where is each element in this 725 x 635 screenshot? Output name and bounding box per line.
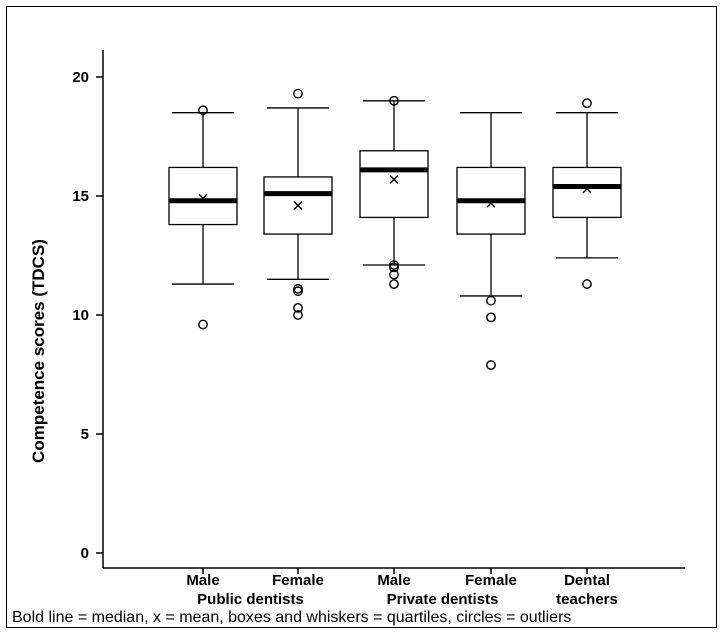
figure-frame xyxy=(6,6,717,628)
outlier-point xyxy=(486,295,496,306)
axes: 0 5 10 15 20 xyxy=(72,50,685,574)
box-group xyxy=(456,112,526,370)
y-tick-label: 20 xyxy=(72,69,89,86)
outlier-point xyxy=(486,360,496,370)
outlier-point xyxy=(293,310,303,320)
category-label: Female xyxy=(465,572,517,589)
mean-marker-stroke xyxy=(198,193,208,203)
mean-marker xyxy=(582,184,592,194)
outlier-point xyxy=(389,279,399,289)
labels: Male Female Male Female Dental teachers Public… xyxy=(186,572,618,608)
y-axis-label: Competence scores (TDCS) xyxy=(29,239,48,463)
group-label: Private dentists xyxy=(387,591,499,608)
box-group xyxy=(168,105,238,330)
mean-marker-stroke xyxy=(486,198,496,208)
outlier-point xyxy=(389,262,399,273)
y-tick-label: 0 xyxy=(81,545,89,562)
iqr-box xyxy=(168,166,238,226)
category-label: Female xyxy=(272,572,324,589)
category-label: Dental xyxy=(564,572,610,589)
mean-marker-stroke xyxy=(582,184,592,194)
outlier-point xyxy=(389,269,399,280)
category-label: Male xyxy=(377,572,410,589)
outlier-point xyxy=(582,279,592,289)
category-label: Male xyxy=(186,572,219,589)
y-tick-label: 15 xyxy=(72,188,89,205)
outlier-point xyxy=(293,88,303,99)
outlier-point xyxy=(198,105,208,116)
outlier-point xyxy=(582,98,592,109)
mean-marker-stroke xyxy=(389,174,399,184)
mean-marker xyxy=(293,201,303,211)
caption: Bold line = median, x = mean, boxes and … xyxy=(12,609,571,626)
mean-marker xyxy=(389,174,399,184)
outlier-point xyxy=(198,319,208,330)
outlier-point xyxy=(293,302,303,313)
boxes xyxy=(168,88,622,370)
mean-marker xyxy=(198,193,208,203)
box-group xyxy=(359,95,429,289)
mean-marker xyxy=(486,198,496,208)
box-group xyxy=(263,88,333,320)
outlier-point xyxy=(293,286,303,297)
y-tick-label: 10 xyxy=(72,307,89,324)
category-label-line2: teachers xyxy=(556,591,618,608)
iqr-box xyxy=(552,166,622,219)
outlier-point xyxy=(486,312,496,323)
y-tick-label: 5 xyxy=(81,426,89,443)
iqr-box xyxy=(359,150,429,219)
box-group xyxy=(552,98,622,289)
group-label: Public dentists xyxy=(197,591,304,608)
mean-marker-stroke xyxy=(293,201,303,211)
outlier-point xyxy=(389,95,399,106)
